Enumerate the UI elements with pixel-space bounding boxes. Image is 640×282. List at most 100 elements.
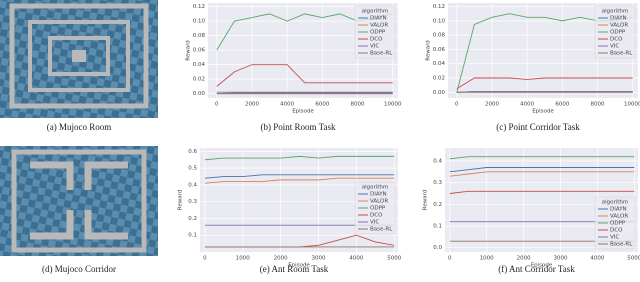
legend-label: DIAYN bbox=[370, 192, 387, 198]
x-tick-label: 4000 bbox=[349, 256, 363, 262]
x-tick-label: 8000 bbox=[591, 102, 605, 108]
y-axis-label: Reward bbox=[186, 40, 192, 60]
x-tick-label: 3000 bbox=[554, 256, 568, 262]
legend-label: ODPP bbox=[610, 30, 626, 36]
y-tick-label: 0.5 bbox=[188, 166, 197, 172]
legend-label: DCO bbox=[370, 213, 383, 219]
legend-title: algorithm bbox=[602, 200, 629, 206]
y-tick-label: 0.06 bbox=[193, 48, 206, 54]
legend-label: VIC bbox=[610, 235, 619, 241]
y-tick-label: 0.2 bbox=[433, 202, 442, 208]
legend-label: DCO bbox=[370, 37, 383, 43]
x-tick-label: 4000 bbox=[590, 256, 604, 262]
x-tick-label: 10000 bbox=[624, 102, 640, 108]
legend-label: Base-RL bbox=[610, 51, 633, 57]
series-line bbox=[216, 64, 393, 87]
series-line bbox=[456, 91, 633, 93]
legend-label: VALOR bbox=[610, 23, 628, 29]
y-tick-label: 0.6 bbox=[188, 149, 197, 155]
y-tick-label: 0.12 bbox=[193, 4, 205, 10]
series-line bbox=[216, 92, 393, 95]
y-tick-label: 0.12 bbox=[433, 4, 445, 10]
x-tick-label: 2000 bbox=[485, 102, 499, 108]
legend-label: DIAYN bbox=[610, 16, 627, 22]
series-line bbox=[449, 171, 635, 177]
series-line bbox=[456, 77, 633, 90]
x-tick-label: 0 bbox=[455, 102, 459, 108]
y-tick-label: 0.1 bbox=[433, 224, 442, 230]
y-tick-label: 0.1 bbox=[188, 233, 197, 239]
legend-label: Base-RL bbox=[370, 227, 393, 233]
x-tick-label: 5000 bbox=[627, 256, 640, 262]
y-tick-label: 0.10 bbox=[193, 19, 206, 25]
x-tick-label: 4000 bbox=[520, 102, 534, 108]
caption: (f) Ant Corridor Task bbox=[498, 264, 575, 274]
y-tick-label: 0.4 bbox=[433, 159, 442, 165]
x-axis-label: Episode bbox=[288, 263, 310, 269]
x-tick-label: 0 bbox=[203, 256, 207, 262]
y-axis-label: Reward bbox=[426, 40, 432, 60]
legend-label: DIAYN bbox=[610, 207, 627, 213]
x-tick-label: 0 bbox=[448, 256, 452, 262]
y-tick-label: 0.00 bbox=[193, 91, 206, 97]
legend-title: algorithm bbox=[602, 9, 629, 15]
legend-label: ODPP bbox=[370, 206, 386, 212]
x-tick-label: 1000 bbox=[236, 256, 250, 262]
y-axis-label: Reward bbox=[178, 190, 184, 210]
x-axis-label: Episode bbox=[292, 109, 314, 115]
legend-label: VALOR bbox=[370, 23, 388, 29]
y-tick-label: 0.3 bbox=[433, 180, 442, 186]
x-tick-label: 0 bbox=[215, 102, 219, 108]
series-line bbox=[204, 177, 395, 184]
legend-label: VIC bbox=[370, 220, 379, 226]
y-tick-label: 0.02 bbox=[433, 76, 445, 82]
x-tick-label: 2000 bbox=[245, 102, 259, 108]
x-tick-label: 6000 bbox=[315, 102, 329, 108]
y-tick-label: 0.08 bbox=[433, 33, 446, 39]
y-tick-label: 0.02 bbox=[193, 77, 205, 83]
legend-label: DCO bbox=[610, 37, 623, 43]
legend-label: DIAYN bbox=[370, 16, 387, 22]
x-tick-label: 6000 bbox=[555, 102, 569, 108]
y-tick-label: 0.0 bbox=[433, 245, 442, 251]
legend-label: VIC bbox=[610, 44, 619, 50]
legend-label: ODPP bbox=[370, 30, 386, 36]
caption: (c) Point Corridor Task bbox=[496, 122, 580, 132]
y-axis-label: Reward bbox=[423, 190, 429, 210]
x-tick-label: 2000 bbox=[274, 256, 288, 262]
y-tick-label: 0.4 bbox=[188, 182, 197, 188]
legend-label: VALOR bbox=[370, 199, 388, 205]
x-tick-label: 2000 bbox=[517, 256, 531, 262]
y-tick-label: 0.08 bbox=[193, 33, 206, 39]
caption: (d) Mujoco Corridor bbox=[42, 264, 116, 274]
y-tick-label: 0.04 bbox=[193, 62, 206, 68]
legend-label: VALOR bbox=[610, 214, 628, 220]
legend-title: algorithm bbox=[362, 9, 389, 15]
x-tick-label: 4000 bbox=[280, 102, 294, 108]
y-tick-label: 0.3 bbox=[188, 199, 197, 205]
x-tick-label: 5000 bbox=[387, 256, 401, 262]
x-axis-label: Episode bbox=[531, 263, 553, 269]
y-tick-label: 0.00 bbox=[433, 90, 446, 96]
legend-label: Base-RL bbox=[370, 51, 393, 57]
x-tick-label: 10000 bbox=[384, 102, 402, 108]
legend-label: Base-RL bbox=[610, 242, 633, 248]
mujoco-corridor-image bbox=[0, 146, 158, 256]
legend-label: VIC bbox=[370, 44, 379, 50]
caption: (e) Ant Room Task bbox=[260, 264, 329, 274]
series-line bbox=[449, 156, 635, 160]
y-tick-label: 0.06 bbox=[433, 47, 446, 53]
y-tick-label: 0.10 bbox=[433, 18, 446, 24]
y-tick-label: 0.04 bbox=[433, 61, 446, 67]
y-tick-label: 0.2 bbox=[188, 216, 197, 222]
series-line bbox=[204, 174, 395, 179]
mujoco-room-image bbox=[0, 0, 158, 118]
series-line bbox=[449, 190, 635, 194]
x-tick-label: 3000 bbox=[311, 256, 325, 262]
legend-title: algorithm bbox=[362, 185, 389, 191]
series-line bbox=[204, 155, 395, 161]
legend-label: ODPP bbox=[610, 221, 626, 227]
x-tick-label: 1000 bbox=[480, 256, 494, 262]
